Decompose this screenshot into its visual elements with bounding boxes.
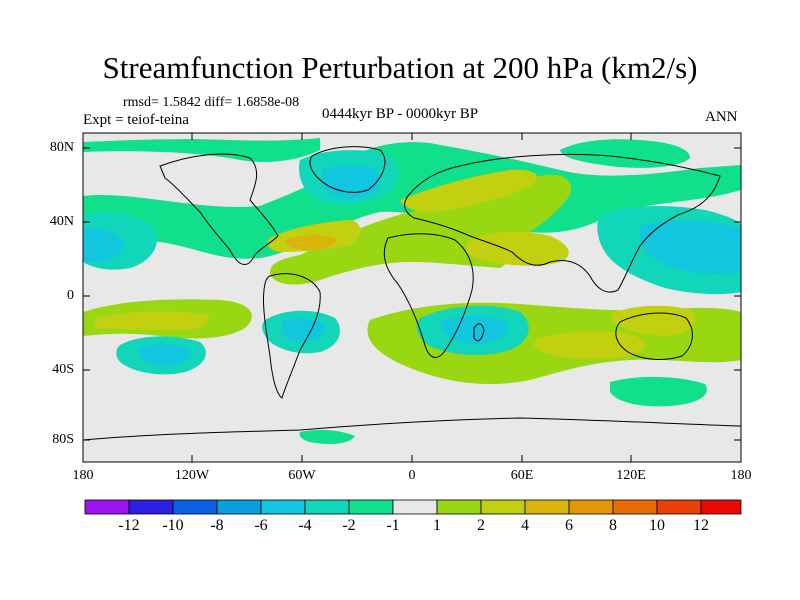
colorbar-swatch [348,499,394,515]
anomaly-patch-southern-positive [95,311,209,330]
colorbar-swatch [524,499,570,515]
coastline-africa [383,233,474,358]
colorbar-swatch [700,499,742,515]
anomaly-patch-australia-positive [610,305,695,336]
anomaly-neg-south-pacific-core [138,343,191,366]
colorbar-label: 1 [433,517,441,534]
colorbar-swatch [304,499,350,515]
coastline-north-america [159,153,279,265]
anomaly-neg-north-pacific-core [83,228,124,262]
lat-label: 0 [67,288,74,303]
plot-title: Streamfunction Perturbation at 200 hPa (… [102,50,698,85]
anomaly-neg-antarctic [299,429,355,444]
lat-label: 80S [52,432,74,447]
coastline-madagascar [473,323,485,342]
colorbar-label: 4 [521,517,529,534]
coastline-greenland [309,146,386,193]
anomaly-neg-greenland-core [322,165,380,199]
lon-label: 120E [616,468,646,483]
colorbar-swatch [260,499,306,515]
experiment-label: Expt = teiof-teina [83,112,189,128]
colorbar-swatch [480,499,526,515]
colorbar-label: -6 [254,517,268,534]
colorbar-swatch [436,499,482,515]
lon-label: 60W [288,468,316,483]
colorbar-label: -8 [210,517,224,534]
colorbar-swatch [392,499,438,515]
lon-label: 0 [408,468,416,483]
colorbar-swatch [84,499,130,515]
anomaly-core-atlantic-positive [286,235,336,250]
colorbar-label: 2 [477,517,485,534]
stats-subtitle: rmsd= 1.5842 diff= 1.6858e-08 [123,95,300,110]
colorbar-label: -2 [342,517,356,534]
colorbar-swatch [128,499,174,515]
lat-label: 40S [52,362,74,377]
coastline-australia [615,312,693,360]
lat-label: 80N [49,140,74,155]
lon-label: 180 [730,468,752,483]
colorbar-label: 6 [565,517,573,534]
colorbar [84,499,742,515]
coastline-antarctica [83,417,741,441]
lat-label: 40N [49,214,74,229]
colorbar-swatch [216,499,262,515]
coastline-south-america [262,273,321,399]
lon-label: 120W [174,468,210,483]
colorbar-label: 10 [649,517,665,534]
colorbar-label: -10 [162,517,184,534]
anomaly-patch-asia-positive [465,231,569,266]
colorbar-label: 8 [609,517,617,534]
axis-ticks [83,133,741,462]
lon-label: 60E [510,468,534,483]
lon-label: 180 [72,468,94,483]
season-label: ANN [705,109,738,125]
colorbar-swatch [656,499,702,515]
anomaly-neg-west-pacific-core [639,220,741,274]
colorbar-label: -4 [298,517,312,534]
period-subtitle: 0444kyr BP - 0000kyr BP [322,106,479,122]
colorbar-label: 12 [693,517,709,534]
colorbar-swatch [568,499,614,515]
colorbar-label: -12 [118,517,140,534]
coastlines [83,146,741,441]
anomaly-band-arctic [83,138,320,162]
colorbar-label: -1 [386,517,400,534]
anomaly-patch-arctic-east [560,139,690,168]
anomaly-patch-eurasia-positive [400,169,538,212]
coastline-eurasia [404,153,721,293]
colorbar-swatch [172,499,218,515]
anomaly-neg-southern-ocean [610,376,707,407]
colorbar-swatch [612,499,658,515]
